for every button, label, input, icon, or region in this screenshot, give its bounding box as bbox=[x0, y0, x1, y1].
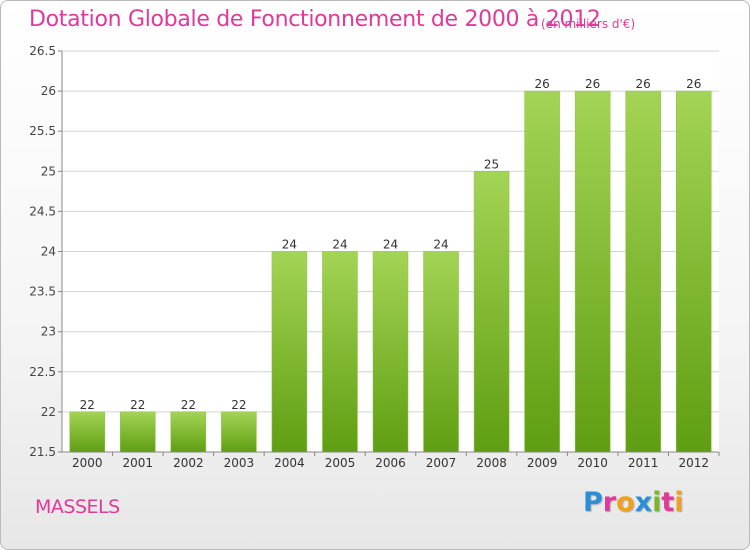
data-label: 22 bbox=[130, 398, 145, 412]
x-tick-label: 2000 bbox=[72, 456, 103, 470]
data-label: 24 bbox=[282, 238, 297, 252]
logo-letter: o bbox=[616, 487, 635, 518]
data-label: 24 bbox=[433, 238, 448, 252]
chart-subtitle: (en milliers d'€) bbox=[541, 17, 636, 31]
logo-letter: t bbox=[661, 487, 675, 518]
logo-letter: r bbox=[602, 487, 617, 518]
data-label: 26 bbox=[636, 77, 651, 91]
data-label: 26 bbox=[534, 77, 549, 91]
y-tick-label: 25.5 bbox=[29, 124, 56, 138]
x-tick-label: 2004 bbox=[274, 456, 305, 470]
y-tick-label: 23 bbox=[41, 325, 56, 339]
x-tick-label: 2010 bbox=[577, 456, 608, 470]
bar-2000 bbox=[69, 411, 106, 453]
bar-2001 bbox=[120, 411, 156, 453]
y-tick-label: 23.5 bbox=[29, 285, 56, 299]
logo-letter: i bbox=[674, 487, 684, 518]
x-tick-label: 2005 bbox=[325, 456, 356, 470]
y-tick-label: 26 bbox=[41, 84, 56, 98]
y-tick-label: 24 bbox=[41, 245, 56, 259]
bar-2002 bbox=[170, 411, 207, 453]
data-label: 22 bbox=[231, 398, 246, 412]
bar-2005 bbox=[322, 251, 358, 453]
bar-2004 bbox=[271, 251, 308, 453]
bar-2010 bbox=[574, 90, 611, 453]
logo-letter: i bbox=[652, 487, 662, 518]
x-tick-label: 2007 bbox=[426, 456, 457, 470]
logo-letter: x bbox=[634, 487, 653, 518]
chart-title: Dotation Globale de Fonctionnement de 20… bbox=[29, 7, 601, 32]
data-label: 24 bbox=[383, 238, 398, 252]
bar-2006 bbox=[372, 251, 409, 453]
x-tick-label: 2006 bbox=[375, 456, 406, 470]
x-tick-label: 2009 bbox=[527, 456, 558, 470]
y-tick-label: 22 bbox=[41, 405, 56, 419]
data-label: 22 bbox=[80, 398, 95, 412]
x-tick-label: 2011 bbox=[628, 456, 659, 470]
commune-name: MASSELS bbox=[35, 496, 120, 518]
bar-2003 bbox=[221, 411, 257, 453]
data-label: 26 bbox=[585, 77, 600, 91]
logo-letter: P bbox=[583, 487, 603, 518]
y-tick-label: 22.5 bbox=[29, 365, 56, 379]
data-label: 25 bbox=[484, 157, 499, 171]
bar-2012 bbox=[675, 90, 712, 453]
x-tick-label: 2001 bbox=[123, 456, 154, 470]
x-tick-label: 2008 bbox=[476, 456, 507, 470]
proxiti-logo: Proxiti bbox=[583, 487, 684, 518]
bar-2007 bbox=[423, 251, 459, 453]
bar-2009 bbox=[524, 90, 560, 453]
bar-2011 bbox=[625, 90, 661, 453]
y-tick-label: 24.5 bbox=[29, 204, 56, 218]
x-tick-label: 2002 bbox=[173, 456, 204, 470]
x-tick-label: 2003 bbox=[224, 456, 255, 470]
data-label: 24 bbox=[332, 238, 347, 252]
y-tick-label: 21.5 bbox=[29, 445, 56, 459]
y-tick-label: 26.5 bbox=[29, 44, 56, 58]
bar-2008 bbox=[473, 171, 510, 453]
y-tick-label: 25 bbox=[41, 164, 56, 178]
data-label: 22 bbox=[181, 398, 196, 412]
x-tick-label: 2012 bbox=[678, 456, 709, 470]
data-label: 26 bbox=[686, 77, 701, 91]
